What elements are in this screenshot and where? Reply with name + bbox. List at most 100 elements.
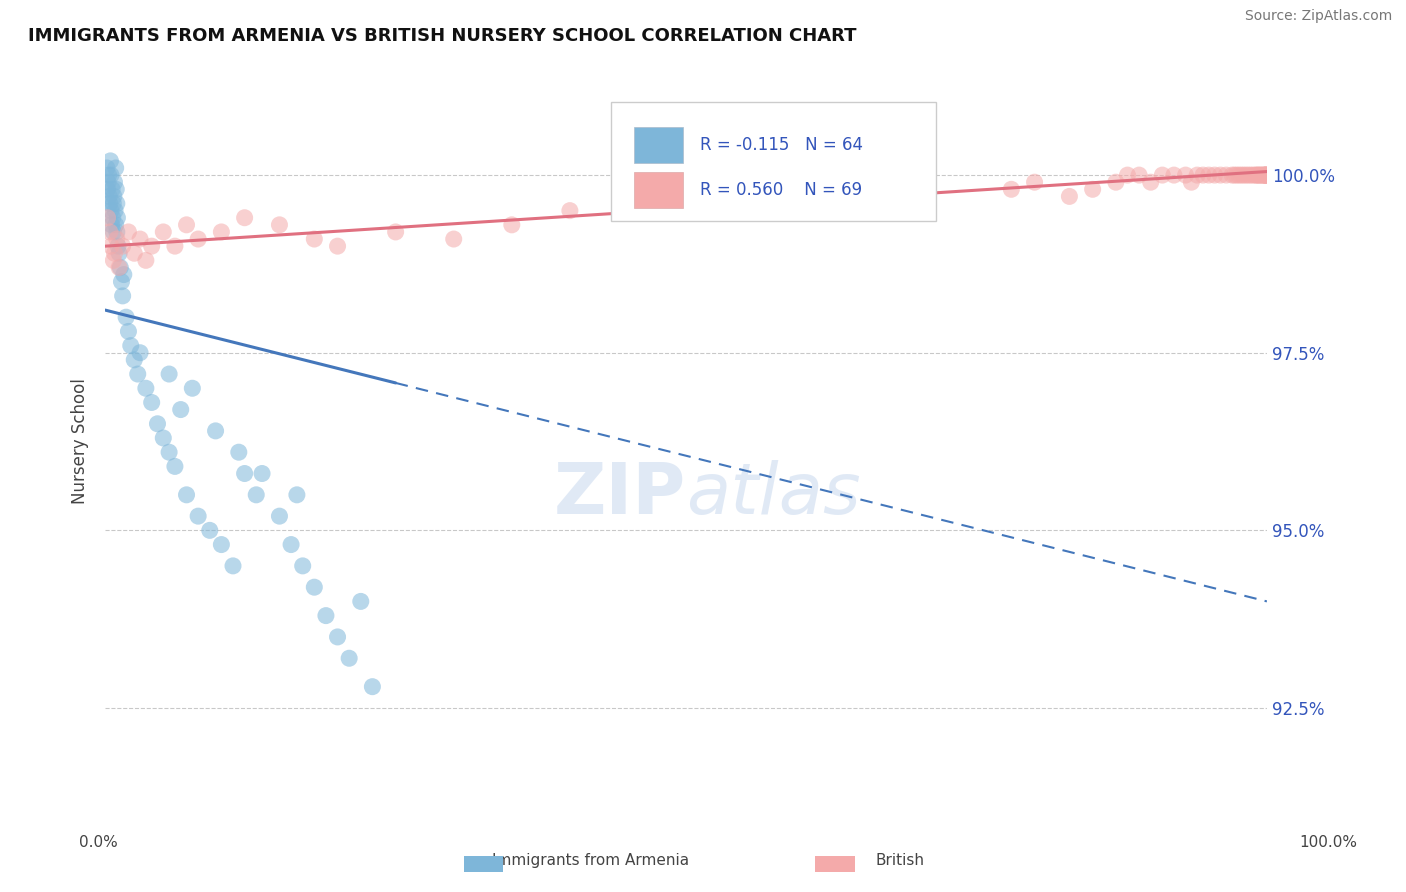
Point [1024, 175, 1046, 189]
Point [1105, 175, 1128, 189]
Point [204, 424, 226, 438]
Point [111, 289, 134, 303]
Text: ZIP: ZIP [554, 460, 686, 529]
Point [1256, 168, 1278, 182]
Point [269, 509, 291, 524]
Point [1215, 168, 1237, 182]
Point [112, 268, 135, 282]
Point [1163, 168, 1185, 182]
Point [100, 153, 122, 168]
Point [110, 275, 132, 289]
Point [315, 608, 337, 623]
FancyBboxPatch shape [634, 128, 682, 163]
Point [98, 189, 121, 203]
Point [1237, 168, 1260, 182]
Point [103, 196, 125, 211]
Point [101, 182, 124, 196]
Point [100, 168, 122, 182]
Point [97, 168, 120, 182]
Point [176, 488, 198, 502]
Point [222, 558, 245, 573]
Point [157, 445, 180, 459]
Point [103, 246, 125, 260]
Point [1254, 168, 1277, 182]
Point [107, 211, 129, 225]
Text: R = -0.115   N = 64: R = -0.115 N = 64 [700, 136, 863, 154]
Point [1059, 189, 1081, 203]
Point [269, 218, 291, 232]
Point [1180, 175, 1202, 189]
Point [105, 225, 128, 239]
Point [1247, 168, 1270, 182]
Point [107, 239, 129, 253]
Point [157, 367, 180, 381]
Point [103, 253, 125, 268]
Point [558, 203, 581, 218]
Point [115, 310, 138, 325]
Point [326, 239, 349, 253]
Point [141, 395, 163, 409]
Point [122, 352, 145, 367]
Point [1226, 168, 1249, 182]
Point [384, 225, 406, 239]
Point [103, 189, 125, 203]
Point [120, 338, 142, 352]
Point [1244, 168, 1267, 182]
Point [1204, 168, 1226, 182]
Point [96, 161, 118, 175]
Point [105, 182, 128, 196]
Point [209, 537, 232, 551]
Point [181, 381, 204, 395]
Point [108, 260, 131, 275]
Point [1246, 168, 1268, 182]
Point [101, 211, 124, 225]
Point [228, 445, 250, 459]
Text: Immigrants from Armenia: Immigrants from Armenia [492, 854, 689, 868]
Point [1234, 168, 1257, 182]
Point [96, 182, 118, 196]
Point [1249, 168, 1271, 182]
Point [304, 580, 326, 594]
Point [501, 218, 523, 232]
Point [163, 239, 186, 253]
FancyBboxPatch shape [610, 102, 936, 221]
Point [1253, 168, 1275, 182]
Point [127, 367, 149, 381]
Point [1192, 168, 1215, 182]
Text: atlas: atlas [686, 460, 860, 529]
Point [129, 232, 152, 246]
Point [1251, 168, 1274, 182]
Point [285, 488, 308, 502]
Point [103, 175, 125, 189]
Text: 100.0%: 100.0% [1299, 836, 1358, 850]
Point [104, 218, 127, 232]
Point [326, 630, 349, 644]
Point [209, 225, 232, 239]
Point [280, 537, 302, 551]
Point [1250, 168, 1272, 182]
Point [1116, 168, 1139, 182]
Point [152, 431, 174, 445]
Point [443, 232, 465, 246]
Point [198, 524, 221, 538]
Point [233, 211, 256, 225]
Point [1220, 168, 1243, 182]
Point [291, 558, 314, 573]
Point [96, 211, 118, 225]
Point [1174, 168, 1197, 182]
Point [104, 203, 127, 218]
Text: 0.0%: 0.0% [79, 836, 118, 850]
Point [250, 467, 273, 481]
Point [122, 246, 145, 260]
Y-axis label: Nursery School: Nursery School [72, 378, 89, 505]
Point [187, 509, 209, 524]
Point [135, 253, 157, 268]
Point [100, 239, 122, 253]
Point [1227, 168, 1250, 182]
Point [1254, 168, 1277, 182]
Point [1241, 168, 1264, 182]
Text: British: British [876, 854, 924, 868]
Point [1239, 168, 1261, 182]
Text: IMMIGRANTS FROM ARMENIA VS BRITISH NURSERY SCHOOL CORRELATION CHART: IMMIGRANTS FROM ARMENIA VS BRITISH NURSE… [28, 27, 856, 45]
Point [1256, 168, 1278, 182]
